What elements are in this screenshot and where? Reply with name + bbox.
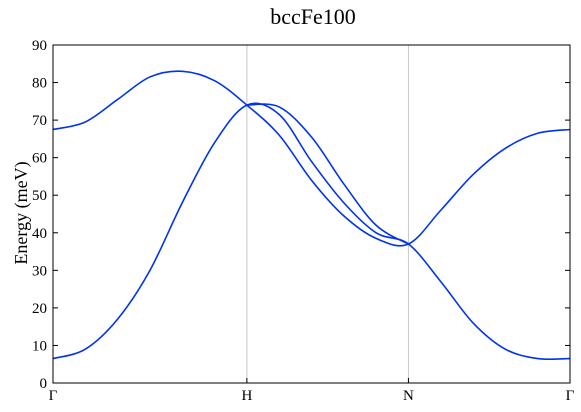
x-tick-label-2: N xyxy=(403,388,414,404)
chart-title: bccFe100 xyxy=(270,4,356,29)
y-tick-label-2: 20 xyxy=(32,301,47,317)
y-ticks: 0 10 20 30 40 50 60 70 80 90 xyxy=(32,38,570,392)
x-tick-label-0: Γ xyxy=(49,388,58,404)
y-tick-label-5: 50 xyxy=(32,188,47,204)
series-line-1 xyxy=(52,102,571,361)
x-tick-label-1: H xyxy=(241,388,252,404)
y-tick-label-6: 60 xyxy=(32,151,47,167)
series-group xyxy=(52,70,571,361)
y-axis-label: Energy (meV) xyxy=(11,161,32,264)
y-tick-label-9: 90 xyxy=(32,38,47,54)
plot-frame xyxy=(52,44,571,384)
series-line-2 xyxy=(246,103,409,245)
y-tick-label-1: 10 xyxy=(32,338,47,354)
y-tick-label-0: 0 xyxy=(40,376,48,392)
y-tick-label-4: 40 xyxy=(32,226,47,242)
x-tick-label-3: Γ xyxy=(566,388,575,404)
y-tick-label-8: 80 xyxy=(32,76,47,92)
y-tick-label-7: 70 xyxy=(32,113,47,129)
y-tick-label-3: 30 xyxy=(32,263,47,279)
series-line-0 xyxy=(52,70,571,247)
vertical-lines xyxy=(246,45,409,383)
